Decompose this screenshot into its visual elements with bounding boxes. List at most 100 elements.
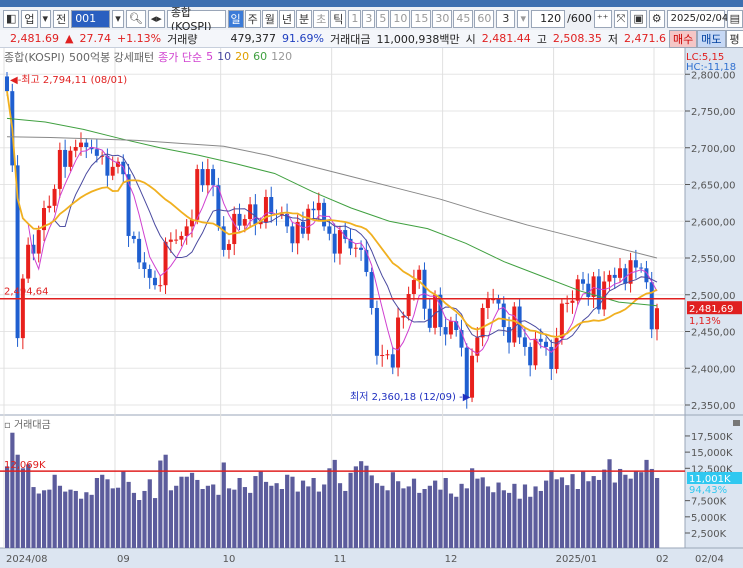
code-dropdown-icon[interactable]: ▾: [112, 9, 124, 28]
layout-icon[interactable]: ◧: [3, 9, 20, 28]
custom-period[interactable]: 3: [496, 9, 516, 28]
volume-bar: [385, 490, 390, 548]
candle-body: [586, 283, 591, 297]
eval-button[interactable]: 평: [725, 29, 743, 48]
index-legend[interactable]: 종합(KOSPI): [4, 50, 65, 64]
search-icon[interactable]: 🔍︎: [125, 9, 146, 28]
period-button[interactable]: 년: [278, 9, 296, 28]
close-pane-icon[interactable]: [733, 420, 740, 426]
high: 2,508.35: [552, 32, 602, 45]
x-tick-label: 10: [223, 554, 236, 565]
custom-dropdown-icon[interactable]: ▾: [517, 9, 529, 28]
low: 2,471.6: [624, 32, 667, 45]
count-input[interactable]: 120: [531, 9, 566, 28]
volume-bar: [179, 476, 184, 548]
candle-body: [226, 244, 231, 250]
volume-bar: [364, 465, 369, 548]
volume-bar: [427, 485, 432, 548]
candle-body: [623, 268, 628, 284]
volume-bar: [20, 468, 26, 548]
minute-button[interactable]: 45: [453, 9, 474, 28]
candle-body: [174, 239, 179, 241]
volume-bar: [216, 494, 221, 548]
candle-body: [26, 244, 31, 279]
buy-button[interactable]: 매수: [669, 29, 698, 48]
volume-bar: [311, 478, 316, 548]
volume-bar: [142, 490, 147, 548]
gear-icon[interactable]: ⚙: [648, 9, 665, 28]
candle-body: [147, 269, 152, 278]
volume-bar: [485, 486, 491, 548]
volume-bar: [332, 459, 337, 548]
period-button[interactable]: 일: [227, 9, 244, 28]
minute-button[interactable]: 10: [390, 9, 411, 28]
period-button[interactable]: 초: [313, 9, 330, 28]
minute-button[interactable]: 3: [362, 9, 376, 28]
volume-bar: [459, 483, 464, 548]
y-tick-label: 2,400,00: [691, 364, 736, 375]
volume-bar: [295, 491, 300, 548]
y-tick-label: 2,450,00: [691, 328, 736, 339]
ma60-line: [6, 117, 658, 307]
minute-button[interactable]: 60: [474, 9, 495, 28]
volume-bar: [607, 459, 612, 548]
candle-body: [179, 235, 184, 240]
volume-bar: [322, 484, 327, 548]
ma10-legend: 10: [217, 50, 232, 63]
period-button[interactable]: 주: [244, 9, 261, 28]
volume-bar: [290, 476, 295, 548]
volume-bar: [100, 474, 105, 548]
candle-body: [507, 327, 512, 343]
volume-bar: [522, 484, 528, 548]
volume-bar: [205, 485, 211, 548]
volume-bar: [644, 459, 649, 548]
crosshair-icon[interactable]: ⁺⁺: [593, 9, 612, 28]
candle-body: [639, 267, 644, 269]
minute-button[interactable]: 30: [432, 9, 453, 28]
lc-label: LC:5,15: [686, 52, 724, 63]
type-button[interactable]: 전: [53, 9, 70, 28]
volume-bar: [105, 479, 110, 548]
candle-body: [512, 306, 517, 343]
pattern-legend[interactable]: 500억봉 강세패턴: [68, 50, 155, 64]
change: 27.74: [79, 32, 111, 45]
volume-last-badge: [687, 471, 742, 484]
volume-bar: [353, 466, 358, 548]
candle-body: [322, 202, 327, 227]
volume-bar: [401, 488, 406, 548]
market-dropdown-icon[interactable]: ▾: [39, 9, 52, 28]
candle-body: [401, 316, 406, 318]
sell-button[interactable]: 매도: [697, 29, 726, 48]
volume-bar: [47, 489, 52, 548]
period-button[interactable]: 틱: [330, 9, 347, 28]
ma-legend-label[interactable]: 종가 단순: [158, 50, 203, 64]
candle-body: [242, 219, 247, 226]
ma120-line: [6, 136, 658, 259]
period-button[interactable]: 월: [261, 9, 278, 28]
minute-button[interactable]: 5: [376, 9, 390, 28]
candle-body: [433, 294, 438, 328]
code-input[interactable]: 001: [71, 9, 111, 28]
volume-bar: [380, 485, 385, 548]
candle-body: [126, 174, 131, 236]
period-button[interactable]: 분: [296, 9, 313, 28]
candle-body: [374, 307, 379, 356]
volume-bar: [496, 482, 501, 548]
calendar-icon[interactable]: ▤: [726, 9, 743, 28]
volume-bar: [263, 481, 269, 548]
sound-icon[interactable]: ◂▸: [147, 9, 165, 28]
candle-body: [522, 337, 527, 347]
candle-body: [591, 276, 596, 297]
price-chart[interactable]: 2,800.00 2,750,00 2,700,00 2,650,00 2,600,00…: [0, 48, 743, 568]
volume-bar: [628, 478, 633, 548]
minute-button[interactable]: 1: [348, 9, 362, 28]
minute-button[interactable]: 15: [411, 9, 432, 28]
market-select[interactable]: 업: [21, 9, 38, 28]
date-input[interactable]: 2025/02/04: [666, 9, 728, 28]
x-tick-label: 2024/08: [6, 554, 48, 565]
save-icon[interactable]: ▣: [630, 9, 647, 28]
candle-body: [216, 185, 221, 227]
candle-body: [417, 269, 422, 281]
tool-icon[interactable]: ⤧: [613, 9, 629, 28]
